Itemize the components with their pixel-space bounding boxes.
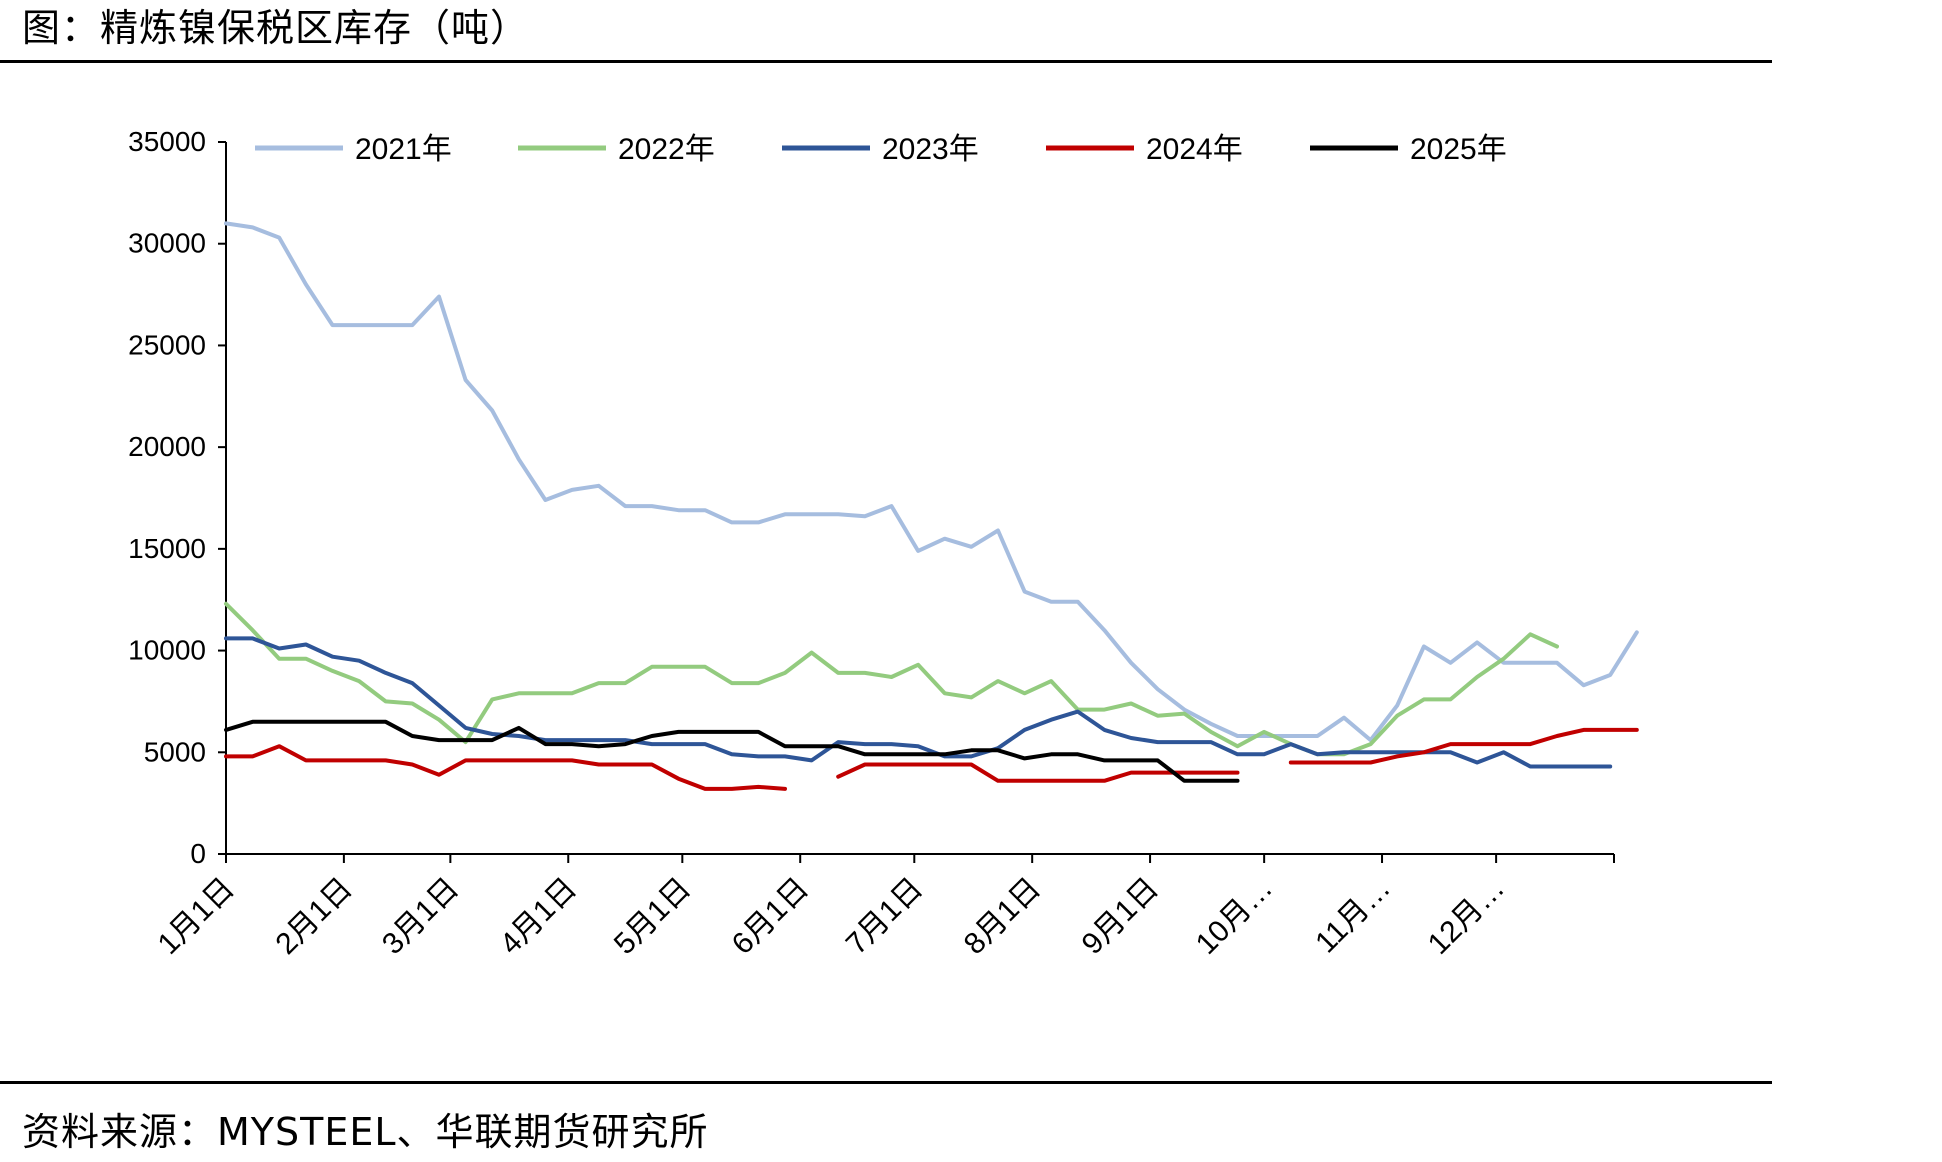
x-tick-label: 4月1日 [494, 872, 583, 961]
top-rule [0, 60, 1772, 63]
legend-label: 2025年 [1410, 133, 1507, 166]
x-tick-label: 3月1日 [376, 872, 465, 961]
legend-label: 2024年 [1146, 133, 1243, 166]
x-tick-label: 7月1日 [840, 872, 929, 961]
legend-label: 2022年 [618, 133, 715, 166]
series-line [224, 719, 1240, 783]
y-tick-label: 0 [190, 838, 206, 869]
y-tick-label: 25000 [128, 329, 206, 360]
x-tick-label: 12月… [1422, 872, 1511, 961]
y-tick-label: 5000 [144, 736, 206, 767]
x-tick-label: 8月1日 [958, 872, 1047, 961]
x-tick-label: 11月… [1309, 872, 1397, 960]
x-tick-label: 1月1日 [152, 872, 241, 961]
chart-area: 0 5000 10000 15000 20000 25000 30000 35000 1月1日 2… [90, 110, 1650, 1030]
x-tick-label: 10月… [1190, 872, 1279, 961]
line-chart: 0 5000 10000 15000 20000 25000 30000 35000 1月1日 2… [128, 126, 1639, 961]
chart-title: 图：精炼镍保税区库存（吨） [22, 6, 530, 50]
x-tick-label: 9月1日 [1076, 872, 1165, 961]
y-tick-label: 10000 [128, 635, 206, 666]
y-tick-label: 35000 [128, 126, 206, 157]
y-tick-label: 30000 [128, 228, 206, 259]
legend-label: 2021年 [355, 133, 452, 166]
x-tick-label: 6月1日 [726, 872, 815, 961]
y-tick-label: 15000 [128, 533, 206, 564]
series-line [224, 221, 1639, 743]
series-line [224, 601, 1559, 757]
x-tick-label: 5月1日 [608, 872, 697, 961]
y-tick-label: 20000 [128, 431, 206, 462]
x-tick-label: 2月1日 [269, 872, 358, 961]
legend-label: 2023年 [882, 133, 979, 166]
bottom-rule [0, 1081, 1772, 1084]
source-note: 资料来源：MYSTEEL、华联期货研究所 [22, 1110, 709, 1154]
series-line [224, 636, 1613, 769]
